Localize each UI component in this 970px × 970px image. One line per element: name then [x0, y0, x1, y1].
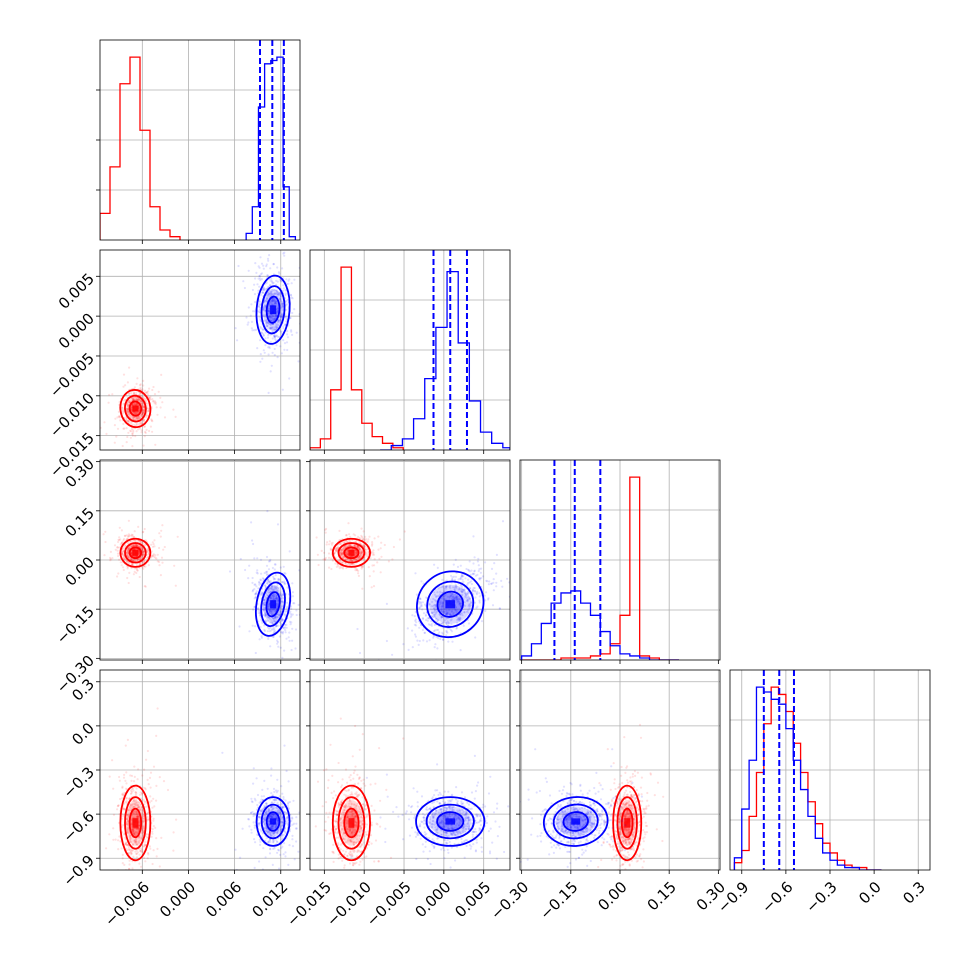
- density-peak: [445, 600, 456, 609]
- contour-line: [331, 784, 371, 862]
- panel-2-0: −0.30−0.150.000.150.30: [53, 455, 301, 697]
- x-tick-label: −0.30: [487, 878, 532, 923]
- panel-frame: [309, 249, 511, 451]
- density-peak: [571, 818, 581, 825]
- contour-line: [119, 537, 152, 568]
- y-tick-label: 0.000: [55, 309, 98, 352]
- x-tick-label: 0.3: [899, 878, 929, 908]
- contour-line: [612, 784, 643, 862]
- y-tick-label: −0.3: [60, 763, 98, 801]
- density-peak: [348, 549, 355, 556]
- contour-line: [128, 400, 143, 417]
- contour-line: [265, 591, 281, 618]
- histogram-series-1: [520, 590, 680, 660]
- contour-line: [124, 394, 147, 423]
- contour-line: [260, 803, 286, 840]
- contour-line: [436, 811, 465, 832]
- panel-2-1: [306, 459, 511, 664]
- contour-line: [265, 295, 281, 324]
- histogram-series-1: [245, 56, 297, 240]
- contour-line: [255, 571, 292, 637]
- x-tick-label: −0.15: [536, 878, 581, 923]
- x-tick-label: 0.15: [644, 878, 680, 914]
- contour-line: [616, 796, 638, 850]
- x-tick-label: 0.005: [451, 878, 494, 921]
- panel-1-1: [309, 249, 511, 454]
- x-tick-label: −0.005: [363, 878, 415, 930]
- histogram-series-0: [310, 266, 404, 450]
- contour-line: [255, 274, 291, 345]
- contour-line: [416, 570, 485, 639]
- panel-frame: [99, 249, 301, 451]
- contour-line: [260, 581, 286, 628]
- contour-line: [415, 796, 486, 847]
- contour-line: [128, 546, 143, 560]
- panel-2-2: [519, 459, 721, 664]
- y-tick-label: −0.15: [53, 602, 98, 647]
- density-peak: [132, 818, 139, 828]
- contour-line: [552, 803, 599, 840]
- contour-line: [124, 796, 147, 850]
- density-peak: [445, 818, 456, 825]
- density-peak: [270, 305, 277, 315]
- panel-3-2: −0.30 −0.15 0.00 0.15 0.30: [487, 669, 729, 923]
- x-tick-label: 0.0: [855, 878, 885, 908]
- panel-3-3: −0.9 −0.6 −0.3 0.0 0.3: [714, 669, 931, 917]
- histogram-series-1: [380, 270, 510, 450]
- contour-line: [343, 546, 360, 560]
- histogram-series-1: [733, 686, 882, 870]
- contour-line: [562, 811, 589, 832]
- contour-line: [260, 285, 286, 335]
- density-peak: [270, 600, 277, 609]
- contour-line: [119, 784, 152, 862]
- contour-line: [426, 580, 475, 628]
- contour-line: [128, 807, 143, 839]
- panel-0-0: [96, 39, 301, 244]
- contour-line: [331, 537, 371, 568]
- contour-line: [542, 796, 609, 847]
- contour-line: [337, 796, 366, 850]
- contour-line: [425, 803, 475, 840]
- contour-line: [265, 811, 281, 832]
- y-tick-label: 0.00: [62, 553, 98, 589]
- density-peak: [270, 818, 277, 825]
- density-peak: [624, 818, 631, 828]
- density-peak: [132, 405, 139, 412]
- y-tick-label: −0.005: [46, 349, 98, 401]
- x-tick-label: 0.000: [412, 878, 455, 921]
- contour-line: [119, 389, 152, 429]
- y-tick-label: 0.0: [68, 719, 98, 749]
- x-tick-label: 0.00: [594, 878, 630, 914]
- density-peak: [348, 818, 355, 828]
- x-tick-label: −0.3: [802, 878, 840, 916]
- density-peak: [132, 549, 139, 556]
- contour-line: [620, 807, 634, 839]
- x-tick-label: 0.000: [156, 878, 199, 921]
- x-tick-label: 0.006: [202, 878, 245, 921]
- y-tick-label: 0.005: [55, 270, 98, 313]
- histogram-series-0: [100, 56, 181, 240]
- y-tick-label: −0.9: [60, 852, 98, 890]
- x-tick-label: −0.6: [758, 878, 796, 916]
- contour-line: [436, 590, 464, 618]
- contour-line: [337, 542, 366, 564]
- contour-line: [343, 807, 360, 839]
- x-tick-label: −0.006: [101, 878, 153, 930]
- y-tick-label: 0.15: [62, 504, 98, 540]
- panel-3-0: −0.006 0.000 0.006 0.012−0.9−0.6−0.30.00.3: [60, 669, 301, 930]
- contour-line: [124, 542, 147, 564]
- contour-line: [255, 796, 291, 847]
- y-tick-label: −0.6: [60, 807, 98, 845]
